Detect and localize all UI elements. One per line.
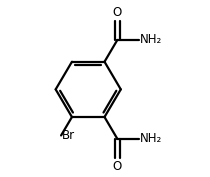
Text: Br: Br — [62, 129, 75, 142]
Text: NH₂: NH₂ — [140, 33, 162, 47]
Text: O: O — [113, 160, 122, 173]
Text: NH₂: NH₂ — [140, 132, 162, 145]
Text: O: O — [113, 6, 122, 19]
